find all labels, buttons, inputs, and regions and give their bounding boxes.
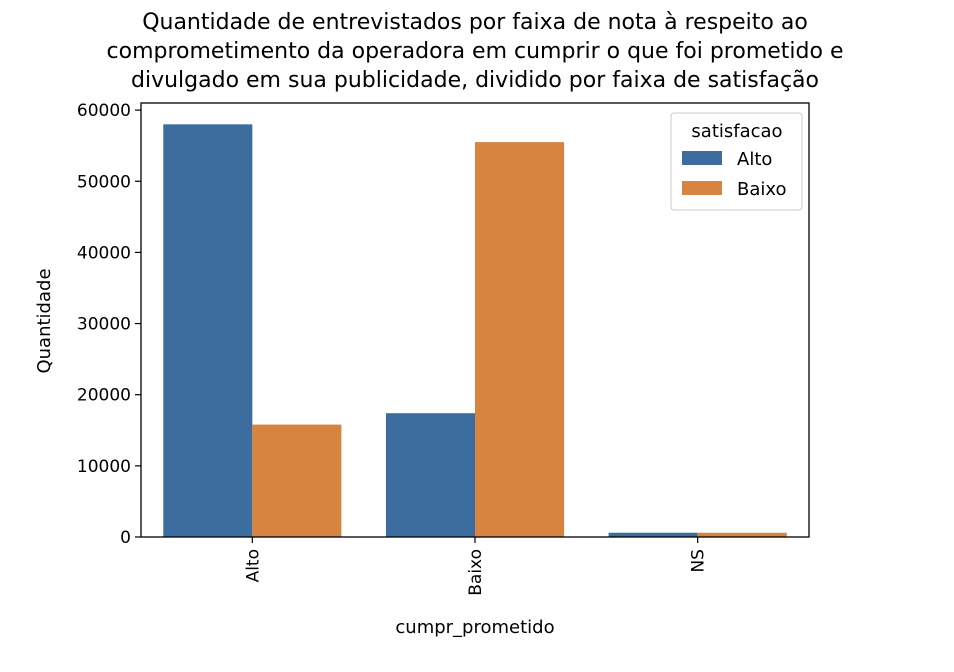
bar-ns-baixo	[697, 532, 787, 537]
legend-swatch-alto	[682, 151, 722, 165]
x-tick-label-alto: Alto	[243, 549, 263, 582]
y-tick-label-30000: 30000	[77, 315, 131, 335]
legend-label-baixo: Baixo	[737, 179, 787, 200]
y-tick-label-20000: 20000	[77, 386, 131, 406]
bar-ns-alto	[608, 532, 698, 537]
y-tick-label-60000: 60000	[77, 101, 131, 121]
legend-label-alto: Alto	[737, 149, 772, 170]
chart-title-line-3: divulgado em sua publicidade, dividido p…	[131, 68, 819, 93]
x-tick-label-baixo: Baixo	[466, 549, 486, 596]
y-tick-label-50000: 50000	[77, 172, 131, 192]
y-tick-label-0: 0	[120, 528, 131, 548]
bar-baixo-baixo	[475, 142, 565, 537]
x-axis-label: cumpr_prometido	[395, 617, 554, 638]
chart-title-line-1: Quantidade de entrevistados por faixa de…	[142, 10, 808, 35]
bar-alto-baixo	[252, 424, 342, 537]
chart-title: Quantidade de entrevistados por faixa de…	[107, 10, 844, 93]
legend-title: satisfacao	[691, 121, 782, 142]
legend: satisfacao Alto Baixo	[670, 112, 803, 211]
y-axis-label: Quantidade	[34, 268, 55, 373]
legend-swatch-baixo	[682, 181, 722, 195]
plot-area-frame	[140, 102, 810, 538]
bar-alto-alto	[163, 124, 253, 537]
x-axis-ticks: Alto Baixo NS	[243, 537, 709, 596]
chart-title-line-2: comprometimento da operadora em cumprir …	[107, 39, 844, 64]
x-tick-label-ns: NS	[689, 549, 709, 573]
y-axis-ticks: 0 10000 20000 30000 40000 50000 60000	[77, 101, 141, 548]
y-tick-label-10000: 10000	[77, 457, 131, 477]
bar-baixo-alto	[385, 413, 475, 537]
bars	[163, 124, 787, 537]
y-tick-label-40000: 40000	[77, 243, 131, 263]
